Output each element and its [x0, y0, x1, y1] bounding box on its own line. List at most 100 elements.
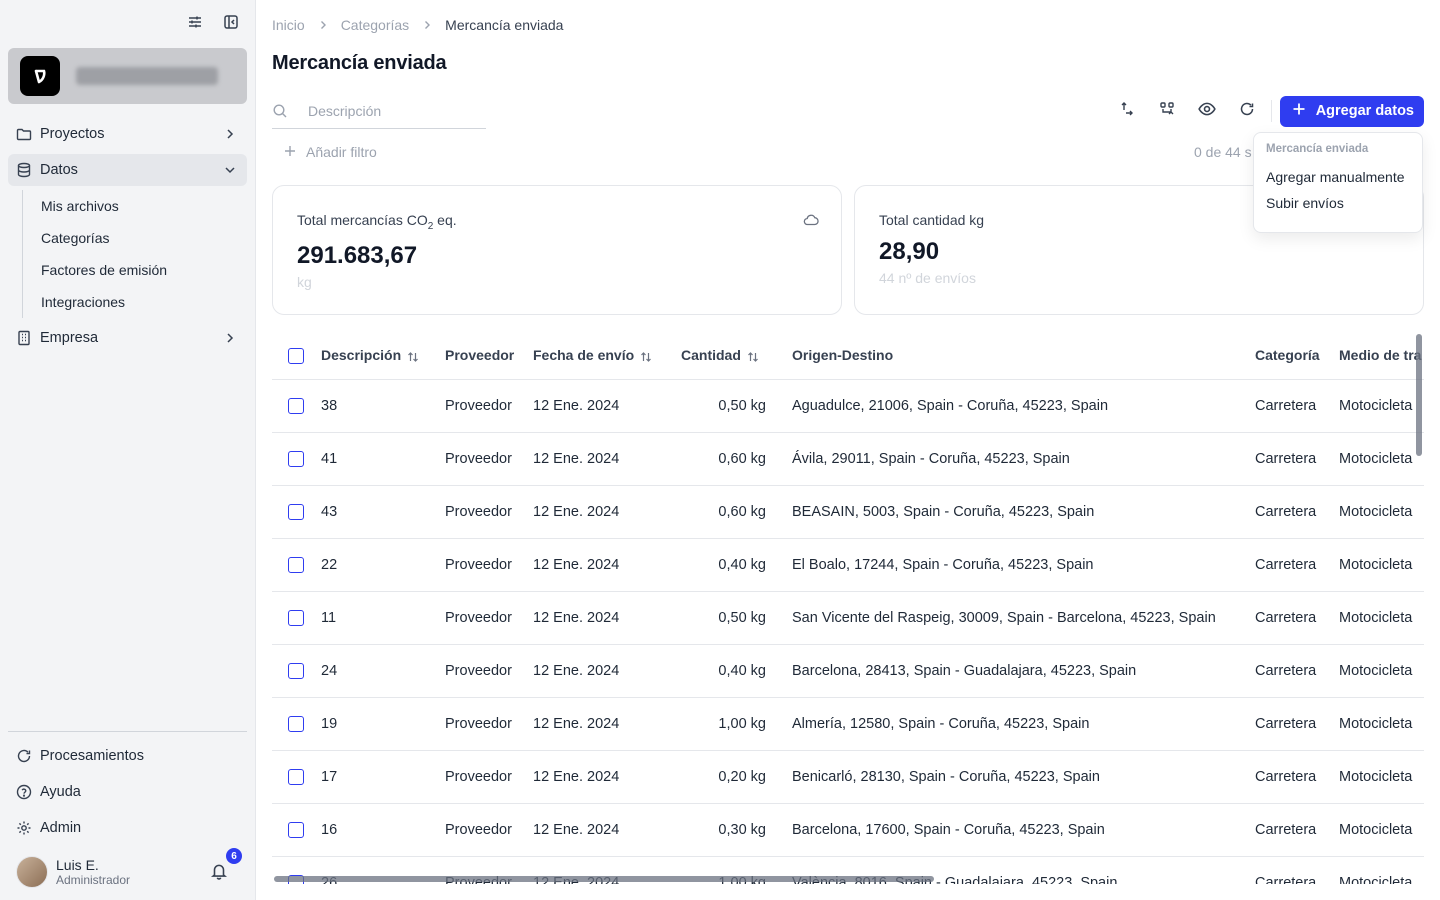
add-data-button[interactable]: Agregar datos — [1279, 95, 1424, 127]
menu-item-subir-envios[interactable]: Subir envíos — [1266, 195, 1344, 211]
row-checkbox[interactable] — [288, 450, 304, 467]
collapse-sidebar-icon[interactable] — [221, 12, 241, 32]
nav-item-ayuda[interactable]: Ayuda — [8, 776, 247, 808]
cell-cantidad: 0,40 kg — [681, 644, 782, 698]
nav-item-label: Empresa — [40, 330, 99, 346]
sub-item-integraciones[interactable]: Integraciones — [41, 294, 126, 310]
table-row[interactable]: 11 Proveedor 12 Ene. 2024 0,50 kg San Vicent… — [272, 591, 1424, 645]
table-row[interactable]: 16 Proveedor 12 Ene. 2024 0,30 kg Barcelona,… — [272, 803, 1424, 857]
row-checkbox[interactable] — [288, 556, 304, 573]
bottom-nav: Procesamientos Ayuda Admin — [8, 740, 247, 848]
cell-categoria: Carretera — [1255, 644, 1339, 698]
cell-categoria: Carretera — [1255, 432, 1339, 486]
cell-categoria: Carretera — [1255, 750, 1339, 804]
sort-icon[interactable] — [407, 351, 419, 363]
refresh-button[interactable] — [1227, 95, 1267, 127]
nav-item-label: Proyectos — [40, 126, 105, 142]
nav-item-empresa[interactable]: Empresa — [8, 322, 247, 354]
help-icon — [16, 784, 32, 800]
row-checkbox[interactable] — [288, 662, 304, 679]
search-icon — [272, 103, 288, 119]
breadcrumb-current: Mercancía enviada — [445, 17, 564, 33]
chevron-right-icon — [421, 19, 433, 31]
column-header-cantidad[interactable]: Cantidad — [681, 332, 782, 380]
cell-proveedor: Proveedor — [445, 750, 533, 804]
column-header-descripcion[interactable]: Descripción — [321, 332, 445, 380]
cell-proveedor: Proveedor — [445, 644, 533, 698]
notifications-button[interactable]: 6 — [210, 848, 242, 882]
horizontal-scrollbar[interactable] — [274, 876, 934, 882]
cell-proveedor: Proveedor — [445, 591, 533, 645]
card-total-co2: Total mercancías CO2 eq. 291.683,67 kg — [272, 185, 842, 315]
nav-item-admin[interactable]: Admin — [8, 812, 247, 844]
add-data-dropdown: Mercancía enviada Agregar manualmente Su… — [1253, 132, 1423, 233]
cell-descripcion: 17 — [321, 750, 445, 804]
notification-count-badge: 6 — [226, 848, 242, 864]
cell-categoria: Carretera — [1255, 379, 1339, 433]
sliders-icon[interactable] — [185, 12, 205, 32]
cell-categoria: Carretera — [1255, 485, 1339, 539]
table-row[interactable]: 38 Proveedor 12 Ene. 2024 0,50 kg Aguadulce,… — [272, 379, 1424, 433]
user-info: Luis E. Administrador — [56, 857, 210, 887]
nav-item-label: Datos — [40, 162, 78, 178]
breadcrumb-categorias[interactable]: Categorías — [340, 17, 410, 33]
row-checkbox[interactable] — [288, 397, 304, 414]
nav-item-datos[interactable]: Datos — [8, 154, 247, 186]
column-header-fecha[interactable]: Fecha de envío — [533, 332, 681, 380]
cell-origen-destino: San Vicente del Raspeig, 30009, Spain - … — [782, 591, 1255, 645]
table-row[interactable]: 17 Proveedor 12 Ene. 2024 0,20 kg Benicarló,… — [272, 750, 1424, 804]
sub-item-factores-emision[interactable]: Factores de emisión — [41, 262, 168, 278]
user-profile[interactable]: Luis E. Administrador 6 — [16, 848, 246, 889]
plus-icon — [1292, 102, 1306, 120]
sub-item-categorias[interactable]: Categorías — [41, 230, 110, 246]
add-filter-button[interactable]: Añadir filtro — [284, 144, 377, 160]
row-checkbox[interactable] — [288, 768, 304, 785]
row-checkbox[interactable] — [288, 821, 304, 838]
vertical-scrollbar[interactable] — [1416, 334, 1422, 456]
sub-item-mis-archivos[interactable]: Mis archivos — [41, 198, 119, 214]
select-all-checkbox[interactable] — [288, 347, 304, 364]
sort-order-button[interactable] — [1107, 95, 1147, 127]
datos-submenu: Mis archivos Categorías Factores de emis… — [22, 190, 247, 318]
cell-medio: Motocicleta — [1339, 591, 1424, 645]
sidebar-divider — [8, 731, 247, 732]
card-value: 28,90 — [879, 238, 940, 265]
card-subtext: 44 nº de envíos — [879, 270, 976, 286]
table-row[interactable]: 41 Proveedor 12 Ene. 2024 0,60 kg Ávila, 290… — [272, 432, 1424, 486]
row-checkbox[interactable] — [288, 715, 304, 732]
row-select-cell — [272, 750, 321, 804]
cell-proveedor: Proveedor — [445, 697, 533, 751]
organization-switcher[interactable] — [8, 48, 247, 104]
visibility-button[interactable] — [1187, 95, 1227, 127]
cell-descripcion: 19 — [321, 697, 445, 751]
cell-categoria: Carretera — [1255, 538, 1339, 592]
row-checkbox[interactable] — [288, 503, 304, 520]
table-row[interactable]: 19 Proveedor 12 Ene. 2024 1,00 kg Almería, 1… — [272, 697, 1424, 751]
nav-item-proyectos[interactable]: Proyectos — [8, 118, 247, 150]
cell-origen-destino: Benicarló, 28130, Spain - Coruña, 45223,… — [782, 750, 1255, 804]
organization-name-blurred — [76, 67, 218, 85]
breadcrumb-inicio[interactable]: Inicio — [272, 17, 305, 33]
cell-cantidad: 0,20 kg — [681, 750, 782, 804]
row-checkbox[interactable] — [288, 609, 304, 626]
sort-icon[interactable] — [747, 351, 759, 363]
sort-icon[interactable] — [640, 351, 652, 363]
avatar — [16, 856, 48, 888]
nav-item-procesamientos[interactable]: Procesamientos — [8, 740, 247, 772]
group-button[interactable] — [1147, 95, 1187, 127]
cell-fecha: 12 Ene. 2024 — [533, 591, 681, 645]
cell-medio: Motocicleta — [1339, 697, 1424, 751]
menu-item-agregar-manualmente[interactable]: Agregar manualmente — [1266, 169, 1405, 185]
column-header-proveedor: Proveedor — [445, 332, 533, 380]
cell-fecha: 12 Ene. 2024 — [533, 644, 681, 698]
row-select-cell — [272, 538, 321, 592]
table-row[interactable]: 43 Proveedor 12 Ene. 2024 0,60 kg BEASAIN, 5… — [272, 485, 1424, 539]
add-data-label: Agregar datos — [1315, 103, 1414, 119]
search-input[interactable] — [308, 103, 478, 119]
table-row[interactable]: 24 Proveedor 12 Ene. 2024 0,40 kg Barcelona,… — [272, 644, 1424, 698]
toolbar: Agregar datos — [1107, 95, 1424, 127]
cell-origen-destino: Almería, 12580, Spain - Coruña, 45223, S… — [782, 697, 1255, 751]
table-row[interactable]: 22 Proveedor 12 Ene. 2024 0,40 kg El Boalo, … — [272, 538, 1424, 592]
cell-medio: Motocicleta — [1339, 432, 1424, 486]
user-role: Administrador — [56, 873, 131, 887]
